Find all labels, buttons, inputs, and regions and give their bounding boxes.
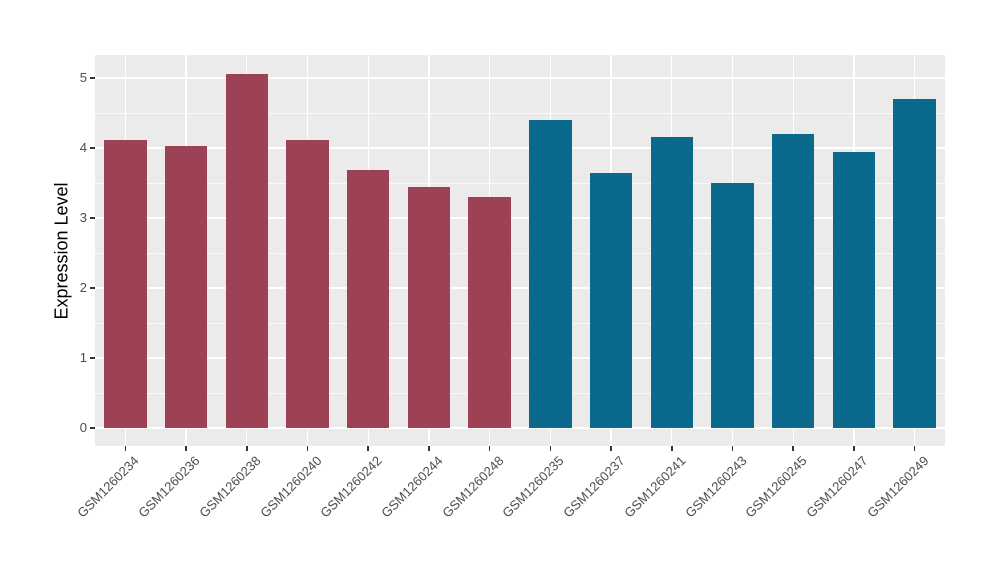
y-gridline-minor bbox=[95, 253, 945, 254]
x-tick-label: GSM1260240 bbox=[256, 453, 325, 521]
x-tick-label: GSM1260234 bbox=[74, 453, 142, 521]
y-gridline-major bbox=[95, 287, 945, 289]
y-gridline-minor bbox=[95, 393, 945, 394]
bar-GSM1260244 bbox=[407, 187, 451, 428]
y-axis-tick bbox=[90, 287, 95, 289]
bar-GSM1260245 bbox=[771, 134, 815, 428]
y-tick-label: 4 bbox=[79, 140, 87, 155]
y-gridline-minor bbox=[95, 323, 945, 324]
x-tick-label: GSM1260249 bbox=[863, 453, 932, 521]
bar-GSM1260237 bbox=[589, 173, 633, 428]
x-axis-tick bbox=[488, 446, 491, 451]
y-gridline-major bbox=[95, 77, 945, 79]
x-axis-tick bbox=[185, 446, 187, 451]
x-tick-label: GSM1260237 bbox=[560, 453, 628, 521]
y-axis-tick bbox=[90, 217, 95, 219]
x-axis-tick bbox=[124, 446, 127, 451]
y-tick-label: 3 bbox=[79, 210, 87, 225]
y-gridline-major bbox=[95, 217, 945, 219]
y-tick-label: 0 bbox=[79, 420, 87, 435]
x-axis-tick bbox=[245, 446, 248, 451]
x-axis-tick bbox=[610, 446, 612, 451]
bar-GSM1260238 bbox=[225, 73, 269, 428]
bar-GSM1260234 bbox=[104, 139, 147, 428]
bar-GSM1260236 bbox=[164, 145, 208, 428]
x-axis-tick bbox=[792, 446, 794, 451]
bar-GSM1260248 bbox=[468, 197, 511, 428]
y-gridline-major bbox=[95, 147, 945, 149]
x-tick-label: GSM1260243 bbox=[681, 453, 750, 521]
x-axis-tick bbox=[853, 446, 855, 451]
x-tick-label: GSM1260236 bbox=[135, 453, 203, 521]
x-tick-label: GSM1260244 bbox=[378, 453, 446, 521]
y-axis-tick bbox=[90, 427, 95, 429]
x-tick-label: GSM1260248 bbox=[438, 453, 507, 521]
y-gridline-minor bbox=[95, 183, 945, 184]
bar-GSM1260243 bbox=[711, 183, 754, 428]
x-tick-label: GSM1260238 bbox=[196, 453, 264, 521]
y-gridline-major bbox=[95, 427, 945, 429]
y-axis-tick bbox=[90, 147, 95, 149]
x-axis-tick bbox=[367, 446, 369, 451]
x-axis-tick bbox=[306, 446, 309, 451]
x-axis-tick bbox=[913, 446, 916, 451]
y-tick-label: 1 bbox=[79, 350, 87, 365]
y-gridline-major bbox=[95, 357, 945, 359]
x-tick-label: GSM1260235 bbox=[499, 453, 567, 521]
bar-GSM1260249 bbox=[893, 99, 936, 428]
bar-GSM1260240 bbox=[286, 140, 329, 428]
bar-GSM1260247 bbox=[832, 152, 876, 428]
y-tick-label: 5 bbox=[79, 70, 87, 85]
x-axis-tick bbox=[428, 446, 430, 451]
bar-GSM1260241 bbox=[650, 136, 694, 428]
y-axis-tick bbox=[90, 357, 95, 359]
y-axis-tick bbox=[90, 77, 95, 79]
x-tick-label: GSM1260247 bbox=[803, 453, 871, 521]
x-axis-tick bbox=[549, 446, 552, 451]
x-axis-tick bbox=[670, 446, 673, 451]
bar-GSM1260242 bbox=[346, 169, 390, 428]
y-tick-label: 2 bbox=[79, 280, 87, 295]
x-tick-label: GSM1260242 bbox=[317, 453, 385, 521]
bar-GSM1260235 bbox=[529, 120, 572, 428]
x-tick-label: GSM1260245 bbox=[742, 453, 810, 521]
y-gridline-minor bbox=[95, 113, 945, 114]
x-axis-tick bbox=[731, 446, 734, 451]
x-tick-label: GSM1260241 bbox=[621, 453, 689, 521]
y-axis-title: Expression Level bbox=[51, 181, 72, 320]
